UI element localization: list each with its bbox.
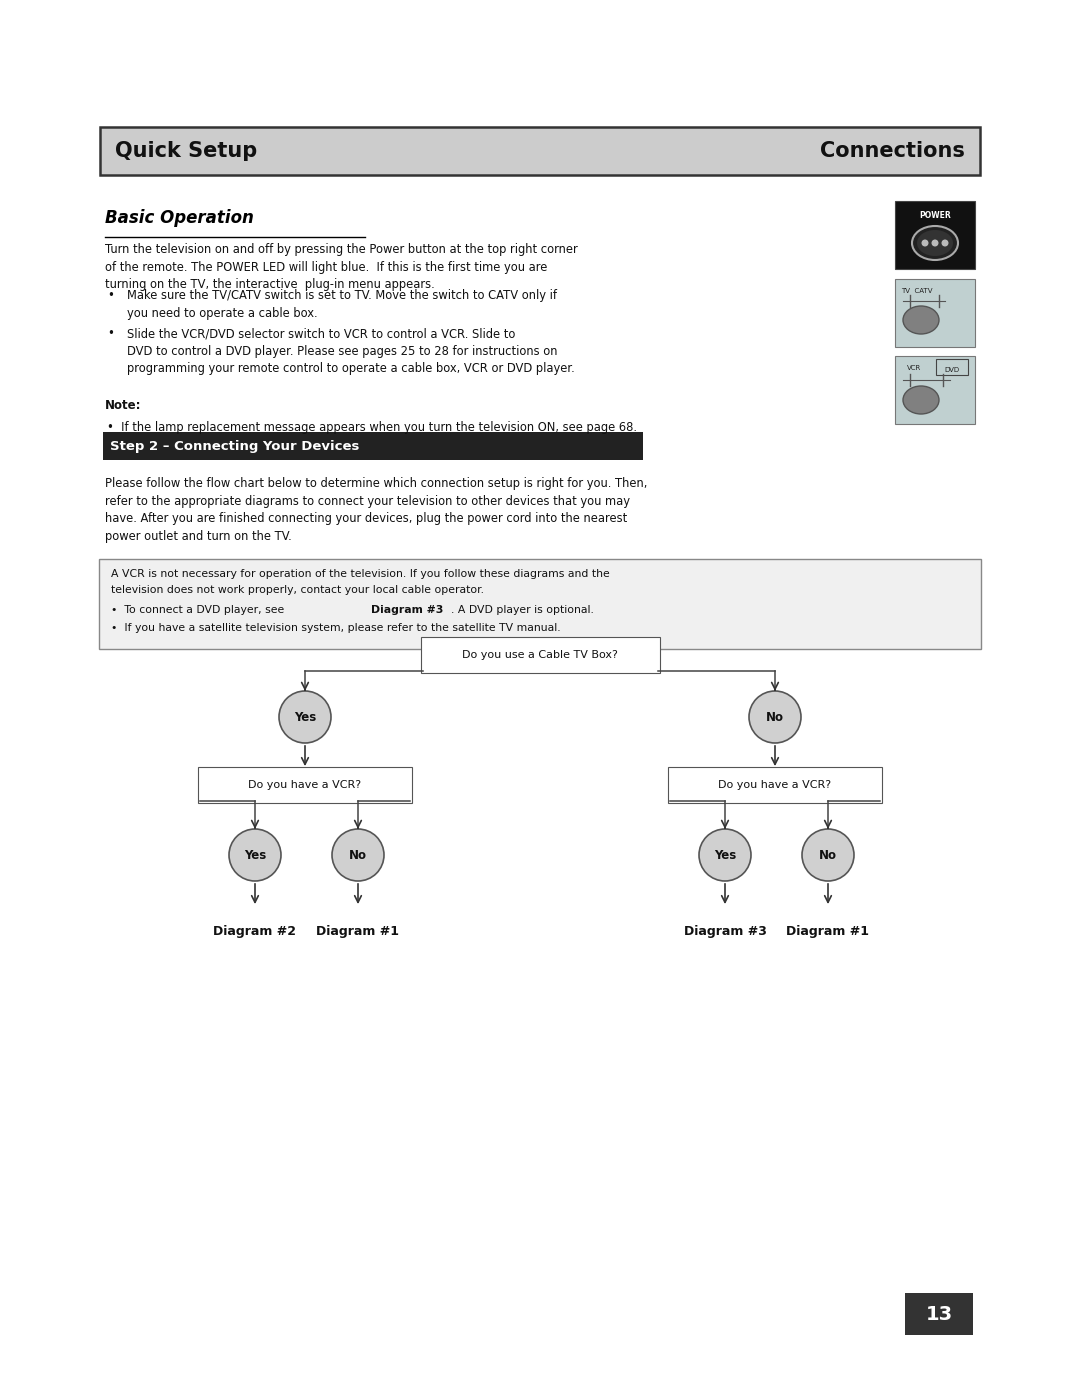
FancyBboxPatch shape [895, 279, 975, 346]
Circle shape [942, 240, 948, 246]
Text: Diagram #1: Diagram #1 [786, 925, 869, 937]
Text: POWER: POWER [919, 211, 950, 219]
Circle shape [229, 828, 281, 882]
Text: Slide the VCR/DVD selector switch to VCR to control a VCR. Slide to
DVD to contr: Slide the VCR/DVD selector switch to VCR… [127, 327, 575, 374]
Text: A VCR is not necessary for operation of the television. If you follow these diag: A VCR is not necessary for operation of … [111, 569, 610, 578]
Circle shape [699, 828, 751, 882]
Text: •  If you have a satellite television system, please refer to the satellite TV m: • If you have a satellite television sys… [111, 623, 561, 633]
Text: DVD: DVD [944, 366, 959, 373]
Circle shape [750, 692, 801, 743]
Text: No: No [766, 711, 784, 724]
Text: •: • [107, 327, 113, 339]
Text: Diagram #3: Diagram #3 [684, 925, 767, 937]
Text: Please follow the flow chart below to determine which connection setup is right : Please follow the flow chart below to de… [105, 476, 647, 542]
Text: •: • [107, 289, 113, 302]
Text: Do you use a Cable TV Box?: Do you use a Cable TV Box? [462, 650, 618, 659]
Text: television does not work properly, contact your local cable operator.: television does not work properly, conta… [111, 584, 484, 595]
Text: No: No [819, 848, 837, 862]
Circle shape [802, 828, 854, 882]
Text: Diagram #2: Diagram #2 [214, 925, 297, 937]
Ellipse shape [917, 231, 953, 256]
FancyBboxPatch shape [99, 559, 981, 650]
Text: Quick Setup: Quick Setup [114, 141, 257, 161]
Text: Do you have a VCR?: Do you have a VCR? [248, 780, 362, 789]
FancyBboxPatch shape [895, 201, 975, 270]
FancyBboxPatch shape [905, 1294, 973, 1336]
Text: Do you have a VCR?: Do you have a VCR? [718, 780, 832, 789]
FancyBboxPatch shape [936, 359, 968, 374]
Ellipse shape [903, 386, 939, 414]
FancyBboxPatch shape [420, 637, 660, 673]
Text: Step 2 – Connecting Your Devices: Step 2 – Connecting Your Devices [110, 440, 360, 453]
Circle shape [332, 828, 384, 882]
Text: . A DVD player is optional.: . A DVD player is optional. [451, 605, 594, 615]
Text: Yes: Yes [714, 848, 737, 862]
Text: •  If the lamp replacement message appears when you turn the television ON, see : • If the lamp replacement message appear… [107, 420, 637, 434]
Text: Basic Operation: Basic Operation [105, 210, 254, 226]
Ellipse shape [912, 226, 958, 260]
Text: Turn the television on and off by pressing the Power button at the top right cor: Turn the television on and off by pressi… [105, 243, 578, 291]
Circle shape [279, 692, 330, 743]
FancyBboxPatch shape [100, 127, 980, 175]
Text: Make sure the TV/CATV switch is set to TV. Move the switch to CATV only if
you n: Make sure the TV/CATV switch is set to T… [127, 289, 557, 320]
Text: VCR: VCR [907, 365, 921, 372]
FancyBboxPatch shape [895, 356, 975, 425]
Circle shape [932, 240, 937, 246]
FancyBboxPatch shape [669, 767, 882, 803]
Text: Diagram #3: Diagram #3 [372, 605, 444, 615]
FancyBboxPatch shape [103, 432, 643, 460]
Text: Yes: Yes [244, 848, 266, 862]
Circle shape [922, 240, 928, 246]
Ellipse shape [903, 306, 939, 334]
Text: Note:: Note: [105, 400, 141, 412]
Text: No: No [349, 848, 367, 862]
Text: TV  CATV: TV CATV [901, 288, 933, 293]
Text: Yes: Yes [294, 711, 316, 724]
Text: Diagram #1: Diagram #1 [316, 925, 400, 937]
Text: 13: 13 [926, 1305, 953, 1323]
Text: •  To connect a DVD player, see: • To connect a DVD player, see [111, 605, 287, 615]
Text: Connections: Connections [820, 141, 966, 161]
FancyBboxPatch shape [198, 767, 411, 803]
